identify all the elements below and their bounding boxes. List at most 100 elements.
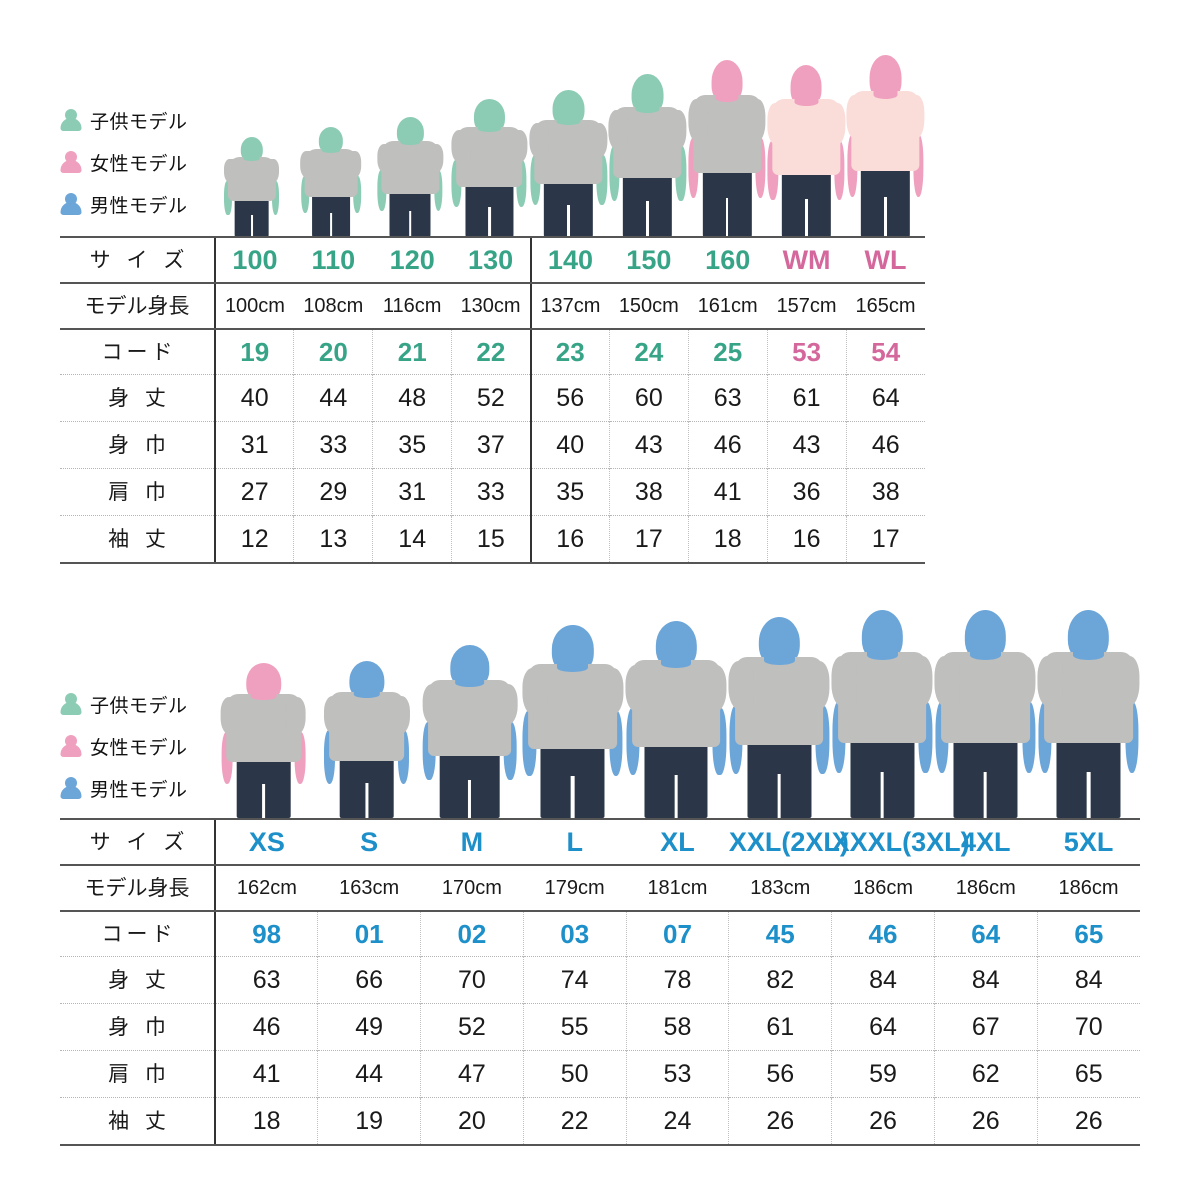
model-figure <box>1037 610 1140 818</box>
model-sleeve-left <box>377 143 394 173</box>
model-figure <box>418 645 521 818</box>
cell-size-110: 110 <box>293 236 373 284</box>
cell-width-140: 40 <box>529 421 610 469</box>
legend-label-woman: 女性モデル <box>90 737 188 759</box>
cell-width-100: 31 <box>214 421 294 469</box>
table-row-length: 身 丈 63 66 70 74 78 82 84 84 84 <box>60 956 1140 1004</box>
cell-code-100: 19 <box>214 329 294 375</box>
model-sleeve-left <box>688 99 708 143</box>
cell-size-S: S <box>317 818 421 866</box>
model-collar <box>635 105 660 113</box>
cell-sleeve-140: 16 <box>529 515 610 564</box>
cell-width-5XL: 70 <box>1036 1003 1140 1051</box>
model-sleeve-right <box>588 122 608 159</box>
model-arm-right <box>271 181 279 216</box>
legend-row-man: 男性モデル <box>58 774 208 802</box>
cell-model_height-5XL: 186cm <box>1037 865 1140 912</box>
model-sleeve-left <box>522 668 548 715</box>
table-row-size: サ イ ズ 100 110 120 130 140 150 160 WM WL <box>60 236 925 284</box>
model-sleeve-left <box>224 159 238 184</box>
cell-size-100: 100 <box>214 236 294 284</box>
model-arm-right <box>352 175 361 213</box>
cell-shoulder-L: 50 <box>522 1050 627 1098</box>
legend-row-man: 男性モデル <box>58 190 208 218</box>
person-icon <box>58 191 84 217</box>
model-figures-top <box>212 55 925 237</box>
model-sleeve-left <box>323 695 345 734</box>
cell-size-150: 150 <box>609 236 689 284</box>
cell-width-XXL(2XL): 61 <box>728 1003 832 1051</box>
model-sleeve-left <box>221 697 242 735</box>
row-label-shoulder: 肩 巾 <box>60 468 216 516</box>
cell-model_height-110: 108cm <box>293 283 373 330</box>
cell-width-XXXL(3XL): 64 <box>831 1003 935 1051</box>
size-table-adults: サ イ ズ XS S M L XL XXL(2XL) XXXL(3XL) 4XL 5XL モデル身長… <box>60 818 1140 1146</box>
model-collar <box>660 659 692 669</box>
model-collar <box>866 650 898 660</box>
cell-length-WL: 64 <box>845 374 925 422</box>
model-figure <box>767 65 846 237</box>
legend-top: 子供モデル 女性モデル 男性モデル <box>58 106 208 232</box>
model-figure <box>315 660 418 818</box>
cell-code-120: 21 <box>372 329 452 375</box>
cell-shoulder-XXL(2XL): 56 <box>728 1050 832 1098</box>
cell-sleeve-XL: 24 <box>625 1097 729 1146</box>
model-sleeve-left <box>728 661 754 711</box>
model-sleeve-left <box>934 656 960 707</box>
legend-row-child: 子供モデル <box>58 690 208 718</box>
cell-sleeve-M: 20 <box>420 1097 524 1146</box>
cell-length-120: 48 <box>372 374 452 422</box>
cell-length-M: 70 <box>420 956 524 1004</box>
model-sleeve-right <box>265 159 280 184</box>
cell-code-XXL(2XL): 45 <box>728 911 832 957</box>
model-collar <box>556 118 581 126</box>
cell-sleeve-130: 15 <box>451 515 531 564</box>
cell-code-M: 02 <box>420 911 524 957</box>
cell-model_height-XXL(2XL): 183cm <box>728 865 832 912</box>
cell-size-XXXL(3XL): XXXL(3XL) <box>831 818 970 866</box>
model-collar <box>399 139 421 146</box>
model-sleeve-left <box>767 103 787 145</box>
cell-shoulder-160: 41 <box>687 468 768 516</box>
row-label-code: コード <box>101 922 177 946</box>
table-row-sleeve: 袖 丈 12 13 14 15 16 17 18 16 17 <box>60 515 925 564</box>
cell-code-WL: 54 <box>845 329 925 375</box>
cell-shoulder-110: 29 <box>293 468 373 516</box>
cell-code-XXXL(3XL): 46 <box>831 911 935 957</box>
cell-model_height-WM: 157cm <box>767 283 847 330</box>
cell-model_height-140: 137cm <box>529 283 610 330</box>
cell-code-160: 25 <box>687 329 768 375</box>
model-sleeve-left <box>846 95 866 140</box>
cell-code-110: 20 <box>293 329 373 375</box>
legend-bottom: 子供モデル 女性モデル 男性モデル <box>58 690 208 816</box>
cell-size-L: L <box>523 818 627 866</box>
model-sleeve-right <box>908 656 933 707</box>
cell-shoulder-100: 27 <box>214 468 294 516</box>
cell-length-S: 66 <box>317 956 421 1004</box>
cell-size-4XL: 4XL <box>934 818 1038 866</box>
cell-sleeve-110: 13 <box>293 515 373 564</box>
cell-length-4XL: 84 <box>933 956 1038 1004</box>
cell-model_height-120: 116cm <box>372 283 452 330</box>
table-row-shoulder: 肩 巾 27 29 31 33 35 38 41 36 38 <box>60 468 925 516</box>
cell-length-XXL(2XL): 82 <box>728 956 832 1004</box>
row-label-sleeve: 袖 丈 <box>60 1097 216 1146</box>
cell-sleeve-5XL: 26 <box>1036 1097 1140 1146</box>
person-icon <box>58 775 84 801</box>
legend-label-child: 子供モデル <box>90 111 188 133</box>
cell-width-130: 37 <box>451 421 531 469</box>
cell-model_height-L: 179cm <box>523 865 627 912</box>
model-figure <box>608 73 687 237</box>
row-label-size: サ イ ズ <box>60 818 216 866</box>
cell-size-XL: XL <box>626 818 729 866</box>
model-collar <box>321 147 341 153</box>
model-sleeve-right <box>825 103 845 145</box>
cell-code-WM: 53 <box>766 329 847 375</box>
model-collar <box>243 156 261 161</box>
row-label-width: 身 巾 <box>60 1003 216 1051</box>
row-label-sleeve: 袖 丈 <box>60 515 216 564</box>
legend-row-child: 子供モデル <box>58 106 208 134</box>
cell-sleeve-WM: 16 <box>766 515 847 564</box>
model-sleeve-right <box>426 143 444 173</box>
model-sleeve-right <box>746 99 766 143</box>
